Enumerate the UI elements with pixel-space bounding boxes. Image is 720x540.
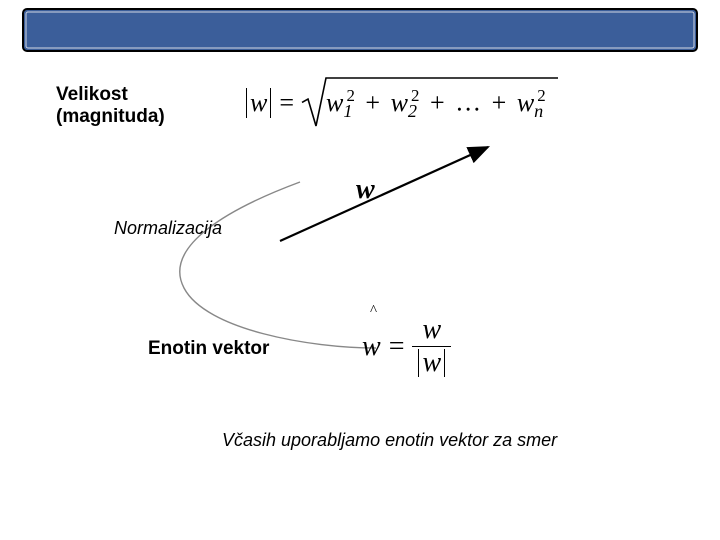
normalization-label: Normalizacija — [114, 218, 222, 239]
header-bar — [22, 8, 698, 52]
unit-vector-formula: w = w w — [362, 316, 451, 377]
vector-w-text: w — [356, 174, 375, 205]
equals-sign-2: = — [389, 331, 405, 363]
magnitude-label-line2: (magnituda) — [56, 106, 165, 128]
unit-fraction: w w — [412, 316, 451, 377]
unit-frac-den-var: w — [422, 347, 441, 378]
unit-frac-den: w — [412, 346, 451, 377]
magnitude-lhs-bars: w — [246, 88, 271, 118]
radical-icon — [300, 76, 560, 130]
radical-wrap: w12 + w22 + … + wn2 — [300, 82, 554, 124]
unit-frac-den-bars: w — [418, 349, 445, 377]
equals-sign-1: = — [279, 88, 294, 118]
magnitude-lhs-var: w — [250, 88, 267, 117]
vector-arrow — [280, 147, 488, 241]
normalization-curve — [180, 182, 376, 348]
magnitude-label-line1: Velikost — [56, 84, 165, 106]
slide-caption: Včasih uporabljamo enotin vektor za smer — [222, 430, 557, 451]
unit-lhs-var: w — [362, 331, 381, 363]
unit-frac-num: w — [418, 316, 445, 346]
vector-w-label: w — [356, 174, 375, 206]
magnitude-label: Velikost (magnituda) — [56, 84, 165, 128]
magnitude-formula: w = w12 + w22 + … + wn2 — [244, 82, 554, 124]
header-bar-svg — [22, 8, 698, 52]
unit-vector-label: Enotin vektor — [148, 338, 269, 360]
